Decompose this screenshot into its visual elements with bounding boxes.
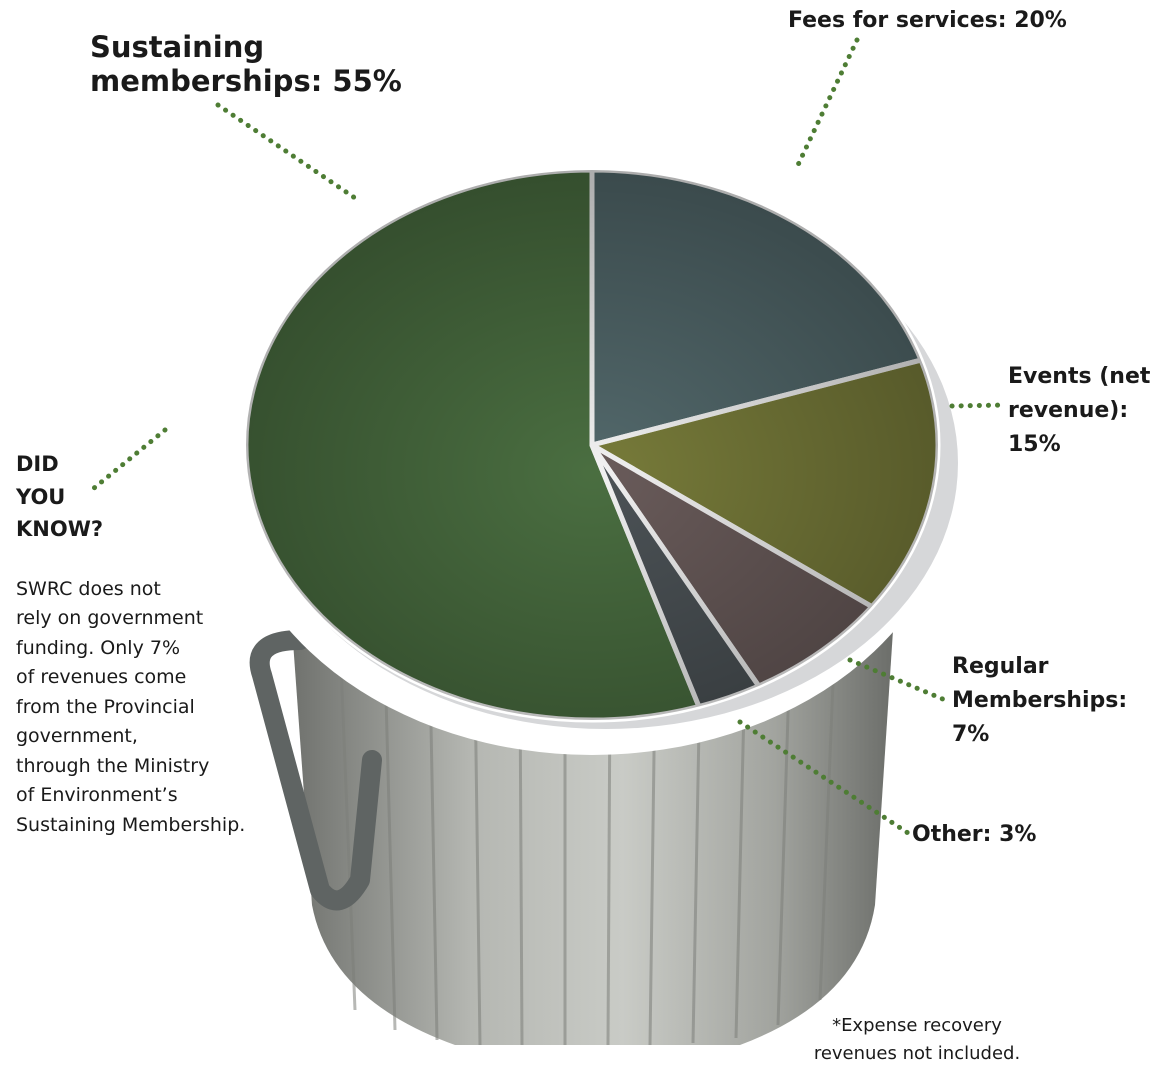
label-line: Regular: [952, 654, 1049, 679]
label-line: Other: 3%: [912, 822, 1037, 847]
heading-line: DID: [16, 452, 59, 476]
note-line: rely on government: [16, 607, 204, 630]
footnote: *Expense recovery revenues not included.: [792, 1012, 1042, 1068]
label-line: revenue):: [1008, 398, 1129, 424]
leader-lines: [85, 37, 1008, 836]
label-line: Fees for services: 20%: [788, 8, 1067, 33]
note-line: Sustaining Membership.: [16, 813, 246, 836]
label-sustaining-memberships: Sustaining memberships: 55%: [90, 30, 402, 98]
note-line: of Environment’s: [16, 784, 178, 807]
label-line: Sustaining: [90, 30, 265, 64]
note-line: SWRC does not: [16, 578, 161, 600]
heading-line: KNOW?: [16, 517, 104, 542]
leader-fees: [794, 37, 860, 170]
did-you-know-heading: DID YOU KNOW?: [16, 448, 103, 546]
trash-can-illustration: [227, 167, 958, 1046]
footnote-line: *Expense recovery: [832, 1015, 1002, 1036]
note-line: through the Ministry: [16, 754, 210, 777]
label-line: 7%: [952, 722, 990, 748]
note-line: from the Provincial: [16, 695, 195, 718]
leader-other: [737, 719, 911, 836]
note-line: government,: [16, 725, 138, 748]
label-line: 15%: [1008, 432, 1061, 458]
leader-regular: [847, 657, 948, 703]
label-line: Memberships:: [952, 688, 1128, 714]
label-line: memberships: 55%: [90, 64, 402, 99]
label-events: Events (net revenue): 15%: [1008, 360, 1150, 462]
label-fees-for-services: Fees for services: 20%: [788, 8, 1067, 34]
footnote-line: revenues not included.: [813, 1042, 1021, 1064]
note-line: of revenues come: [16, 666, 187, 689]
label-regular-memberships: Regular Memberships: 7%: [952, 650, 1127, 752]
note-line: funding. Only 7%: [16, 636, 180, 659]
heading-line: YOU: [16, 484, 66, 509]
leader-events: [949, 402, 1008, 409]
leader-sustaining: [215, 102, 358, 201]
label-other: Other: 3%: [912, 822, 1036, 848]
label-line: Events (net: [1008, 364, 1151, 389]
did-you-know-text: SWRC does not rely on government funding…: [16, 575, 245, 840]
leader-did-you-know: [85, 427, 168, 496]
